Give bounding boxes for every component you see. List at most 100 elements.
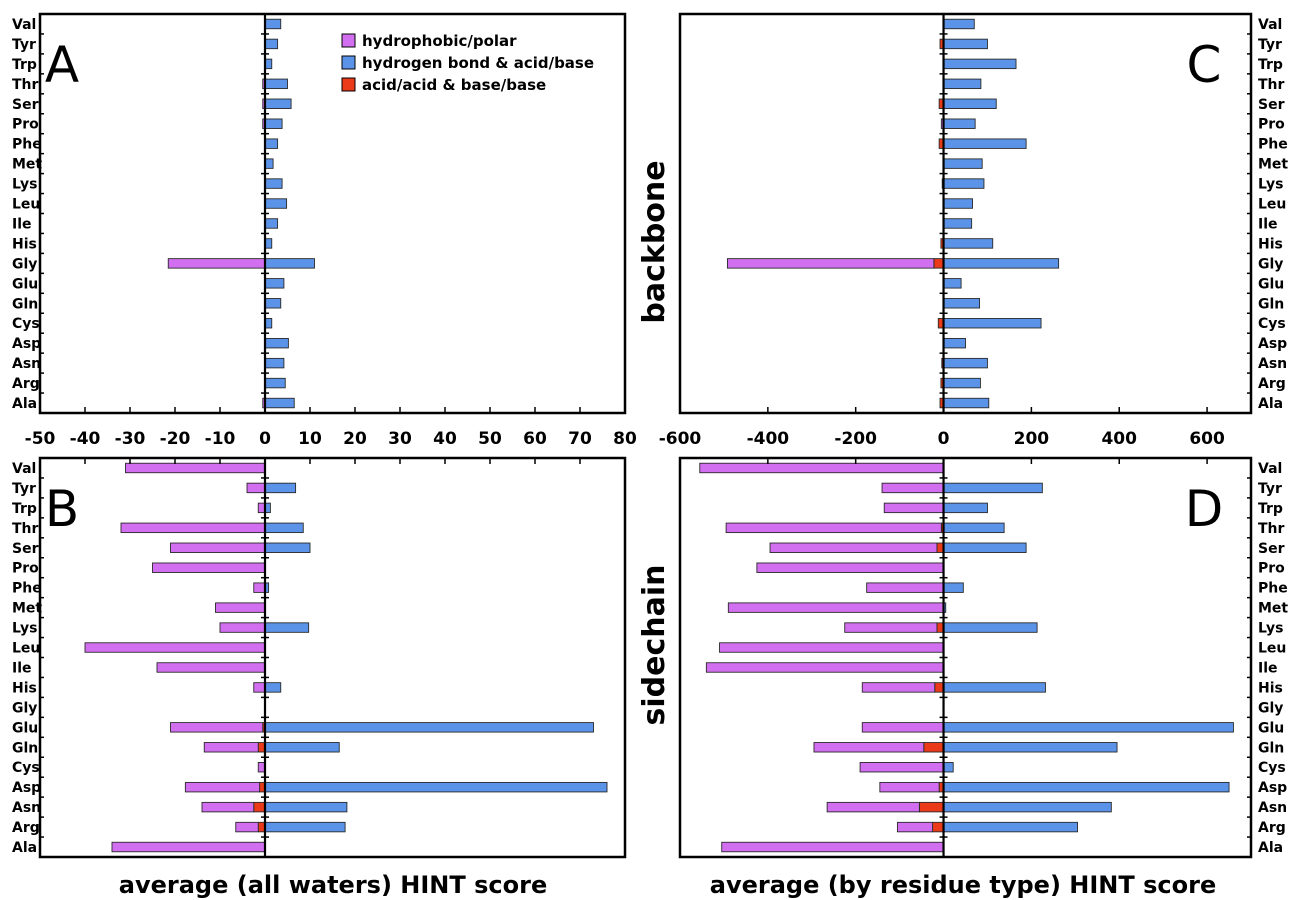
bar-hbond-trp xyxy=(943,58,1017,70)
bar-hbond-val xyxy=(264,18,282,30)
category-label: Trp xyxy=(1258,501,1283,517)
category-label: Glu xyxy=(12,720,38,736)
bar-hbond-asn xyxy=(943,801,1112,813)
bar-hbond-asp xyxy=(264,781,608,793)
bar-hbond-asp xyxy=(264,337,289,349)
category-label: Gly xyxy=(12,256,37,272)
bar-hbond-gly xyxy=(943,258,1060,269)
x-tick-label: -400 xyxy=(747,429,790,449)
bar-hbond-ile xyxy=(264,218,279,229)
category-label: Lys xyxy=(12,177,37,193)
category-label: Thr xyxy=(1258,521,1285,537)
bar-hbond-asn xyxy=(264,801,348,813)
category-label: Lys xyxy=(12,621,37,637)
category-label: Leu xyxy=(1258,197,1286,213)
category-label: His xyxy=(12,236,37,252)
bar-hbond-ser xyxy=(943,542,1027,553)
plot-frame xyxy=(38,456,627,859)
category-label: Ala xyxy=(1258,396,1283,412)
bar-hbond-asp xyxy=(943,781,1230,793)
category-label: Ile xyxy=(1258,216,1278,232)
category-label: Phe xyxy=(12,137,42,153)
x-tick-label: -200 xyxy=(834,429,877,449)
bar-hbond-asp xyxy=(943,337,966,349)
bar-hydrophobic-phe xyxy=(253,582,266,593)
bar-hbond-phe xyxy=(943,582,964,593)
bar-hbond-tyr xyxy=(264,482,297,494)
bar-acid-asn xyxy=(253,801,266,813)
plot-frame xyxy=(678,456,1253,859)
panel-B: B Val Tyr Trp Thr Ser Pro Phe Met Lys Leu Ile His Gly… xyxy=(12,456,627,859)
category-label: His xyxy=(12,680,37,696)
bar-hydrophobic-lys xyxy=(844,622,938,633)
side-label-backbone: backbone xyxy=(637,160,672,323)
x-tick-label: 70 xyxy=(568,429,592,449)
category-label: Asn xyxy=(12,356,41,372)
legend-label-hydrophobic: hydrophobic/polar xyxy=(362,32,517,50)
category-label: Phe xyxy=(12,581,42,597)
category-label: Phe xyxy=(1258,137,1288,153)
x-tick-label: 0 xyxy=(259,429,271,449)
category-label: Tyr xyxy=(12,37,36,53)
bar-hbond-leu xyxy=(264,198,288,209)
bar-hbond-cys xyxy=(943,318,1042,329)
category-label: Arg xyxy=(1258,376,1286,392)
bar-hbond-arg xyxy=(264,377,286,389)
x-tick-label: 40 xyxy=(433,429,457,449)
legend-swatch-acid xyxy=(341,77,356,92)
category-label: Asn xyxy=(1258,800,1287,816)
panel-letter: A xyxy=(45,36,79,94)
bar-hydrophobic-tyr xyxy=(246,482,266,494)
category-label: Glu xyxy=(1258,720,1284,736)
category-label: Ser xyxy=(1258,541,1285,557)
category-label: Cys xyxy=(1258,760,1286,776)
bar-hbond-asn xyxy=(943,357,988,369)
bar-hydrophobic-tyr xyxy=(881,482,944,494)
bar-hbond-thr xyxy=(264,78,288,90)
bar-hbond-arg xyxy=(943,377,981,389)
category-label: Ser xyxy=(1258,97,1285,113)
bar-hbond-thr xyxy=(943,522,1005,534)
category-label: Ala xyxy=(12,396,37,412)
bar-hbond-his xyxy=(943,238,994,249)
category-label: Trp xyxy=(12,501,37,517)
bar-acid-asn xyxy=(918,801,944,813)
category-label: Ile xyxy=(1258,660,1278,676)
bar-hbond-ser xyxy=(943,98,997,109)
category-label: Glu xyxy=(1258,276,1284,292)
x-tick-label: 30 xyxy=(388,429,412,449)
bar-hydrophobic-gly xyxy=(167,258,266,269)
x-title-left: average (all waters) HINT score xyxy=(119,871,547,899)
bar-hydrophobic-asp xyxy=(184,781,261,793)
x-tick-label: 10 xyxy=(298,429,322,449)
bar-hbond-pro xyxy=(943,118,976,129)
bar-hydrophobic-asn xyxy=(826,801,920,813)
bar-hydrophobic-asn xyxy=(201,801,255,813)
x-tick-label: 400 xyxy=(1101,429,1137,449)
x-tick-label: -40 xyxy=(70,429,101,449)
category-label: Lys xyxy=(1258,177,1283,193)
bar-hbond-gly xyxy=(264,258,315,269)
bar-hydrophobic-val xyxy=(699,462,944,474)
bar-hydrophobic-gln xyxy=(203,742,259,753)
category-label: Tyr xyxy=(1258,37,1282,53)
category-label: Val xyxy=(1258,461,1282,477)
category-label: His xyxy=(1258,680,1283,696)
bar-hbond-gln xyxy=(264,298,282,309)
bar-hbond-ala xyxy=(943,397,990,409)
category-label: Ser xyxy=(12,541,39,557)
category-label: Gln xyxy=(12,296,38,312)
category-label: Pro xyxy=(12,561,39,577)
x-tick-label: -600 xyxy=(659,429,702,449)
x-tick-label: 60 xyxy=(523,429,547,449)
category-label: Ala xyxy=(1258,840,1283,856)
bar-hydrophobic-gln xyxy=(813,742,925,753)
category-label: Asp xyxy=(12,336,41,352)
bar-hydrophobic-glu xyxy=(170,722,264,733)
category-label: Gly xyxy=(1258,700,1283,716)
bar-hbond-tyr xyxy=(264,38,279,50)
bar-hbond-glu xyxy=(264,278,285,289)
bar-hydrophobic-his xyxy=(253,682,266,693)
category-label: Lys xyxy=(1258,621,1283,637)
